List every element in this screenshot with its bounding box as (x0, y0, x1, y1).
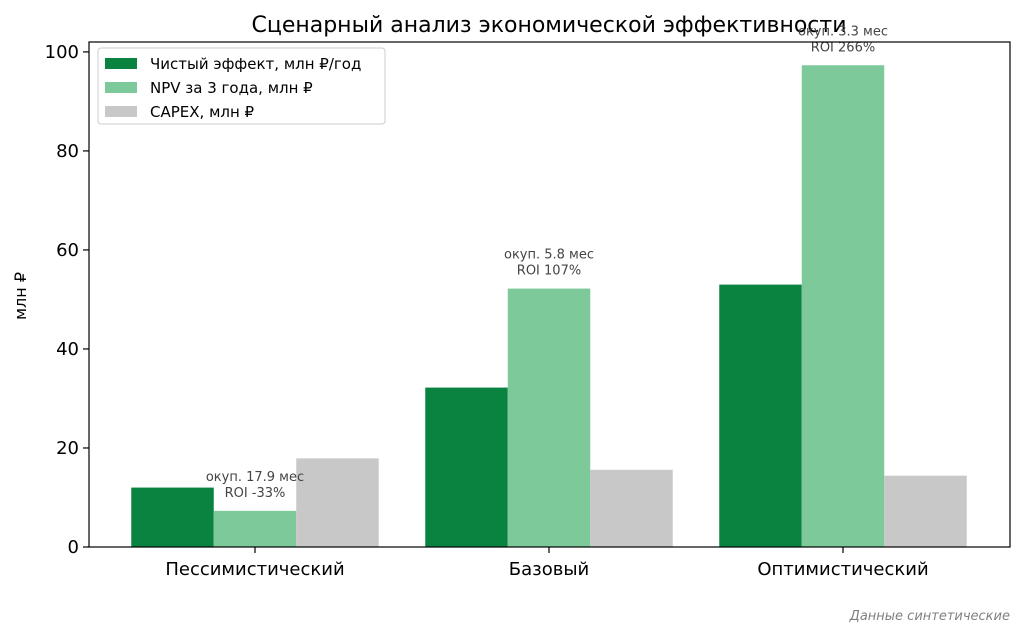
bar-3-2 (590, 469, 673, 547)
annotation-2-line-2: ROI 107% (517, 264, 581, 279)
y-tick-label-4: 60 (56, 240, 79, 261)
x-tick-label-2: Базовый (509, 559, 589, 580)
y-tick-label-5: 80 (56, 141, 79, 162)
bar-1-3 (719, 284, 802, 547)
annotation-1-line-1: окуп. 17.9 мес (206, 470, 304, 485)
legend-label-1: Чистый эффект, млн ₽/год (150, 55, 361, 73)
legend-swatch-1 (105, 58, 137, 69)
legend-box (97, 47, 386, 125)
y-tick-label-1: 0 (68, 537, 79, 558)
x-tick-label-3: Оптимистический (757, 559, 928, 580)
annotation-3-line-2: ROI 266% (811, 40, 875, 55)
bar-3-3 (884, 475, 967, 547)
bar-2-1 (213, 510, 297, 547)
chart-title: Сценарный анализ экономической эффективн… (251, 13, 846, 38)
bar-2-2 (507, 288, 591, 547)
y-axis-label: млн ₽ (11, 272, 30, 320)
y-tick-label-3: 40 (56, 339, 79, 360)
annotation-1-line-2: ROI -33% (225, 486, 286, 501)
bar-1-2 (425, 387, 508, 547)
y-tick-label-2: 20 (56, 438, 79, 459)
bar-3-1 (296, 458, 379, 547)
legend-label-3: CAPEX, млн ₽ (150, 103, 255, 121)
legend-swatch-3 (105, 106, 137, 117)
x-tick-label-1: Пессимистический (165, 559, 344, 580)
annotation-3-line-1: окуп. 3.3 мес (798, 24, 888, 39)
legend-label-2: NPV за 3 года, млн ₽ (150, 79, 313, 97)
annotation-2-line-1: окуп. 5.8 мес (504, 248, 594, 263)
footnote: Данные синтетические (849, 609, 1010, 624)
legend: Чистый эффект, млн ₽/год NPV за 3 года, м… (97, 47, 386, 125)
bar-2-3 (801, 65, 885, 548)
legend-swatch-2 (105, 82, 137, 93)
bar-1-1 (131, 487, 214, 547)
y-tick-label-6: 100 (45, 42, 79, 63)
